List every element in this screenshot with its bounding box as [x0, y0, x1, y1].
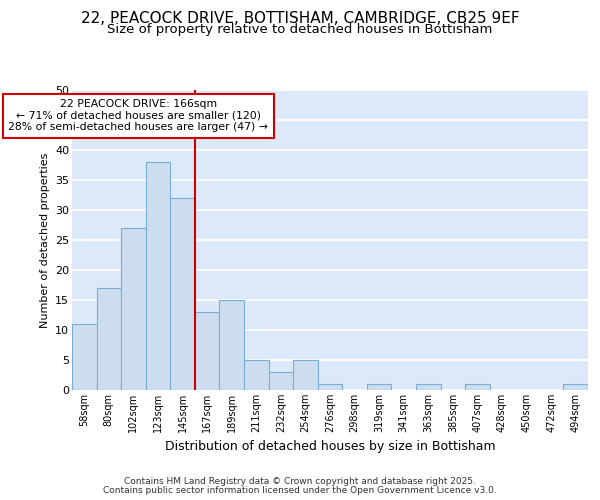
Text: Contains public sector information licensed under the Open Government Licence v3: Contains public sector information licen… [103, 486, 497, 495]
Text: 22, PEACOCK DRIVE, BOTTISHAM, CAMBRIDGE, CB25 9EF: 22, PEACOCK DRIVE, BOTTISHAM, CAMBRIDGE,… [80, 11, 520, 26]
Bar [318, 384, 342, 390]
Bar [563, 384, 588, 390]
Bar [72, 324, 97, 390]
Bar [244, 360, 269, 390]
Text: Size of property relative to detached houses in Bottisham: Size of property relative to detached ho… [107, 22, 493, 36]
Bar [367, 384, 391, 390]
Bar [195, 312, 220, 390]
Bar [97, 288, 121, 390]
Bar [146, 162, 170, 390]
Bar [170, 198, 195, 390]
Y-axis label: Number of detached properties: Number of detached properties [40, 152, 50, 328]
Bar [293, 360, 318, 390]
Bar [121, 228, 146, 390]
Bar [220, 300, 244, 390]
Text: 22 PEACOCK DRIVE: 166sqm
← 71% of detached houses are smaller (120)
28% of semi-: 22 PEACOCK DRIVE: 166sqm ← 71% of detach… [8, 99, 268, 132]
Bar [465, 384, 490, 390]
Bar [416, 384, 440, 390]
X-axis label: Distribution of detached houses by size in Bottisham: Distribution of detached houses by size … [164, 440, 496, 454]
Text: Contains HM Land Registry data © Crown copyright and database right 2025.: Contains HM Land Registry data © Crown c… [124, 477, 476, 486]
Bar [269, 372, 293, 390]
